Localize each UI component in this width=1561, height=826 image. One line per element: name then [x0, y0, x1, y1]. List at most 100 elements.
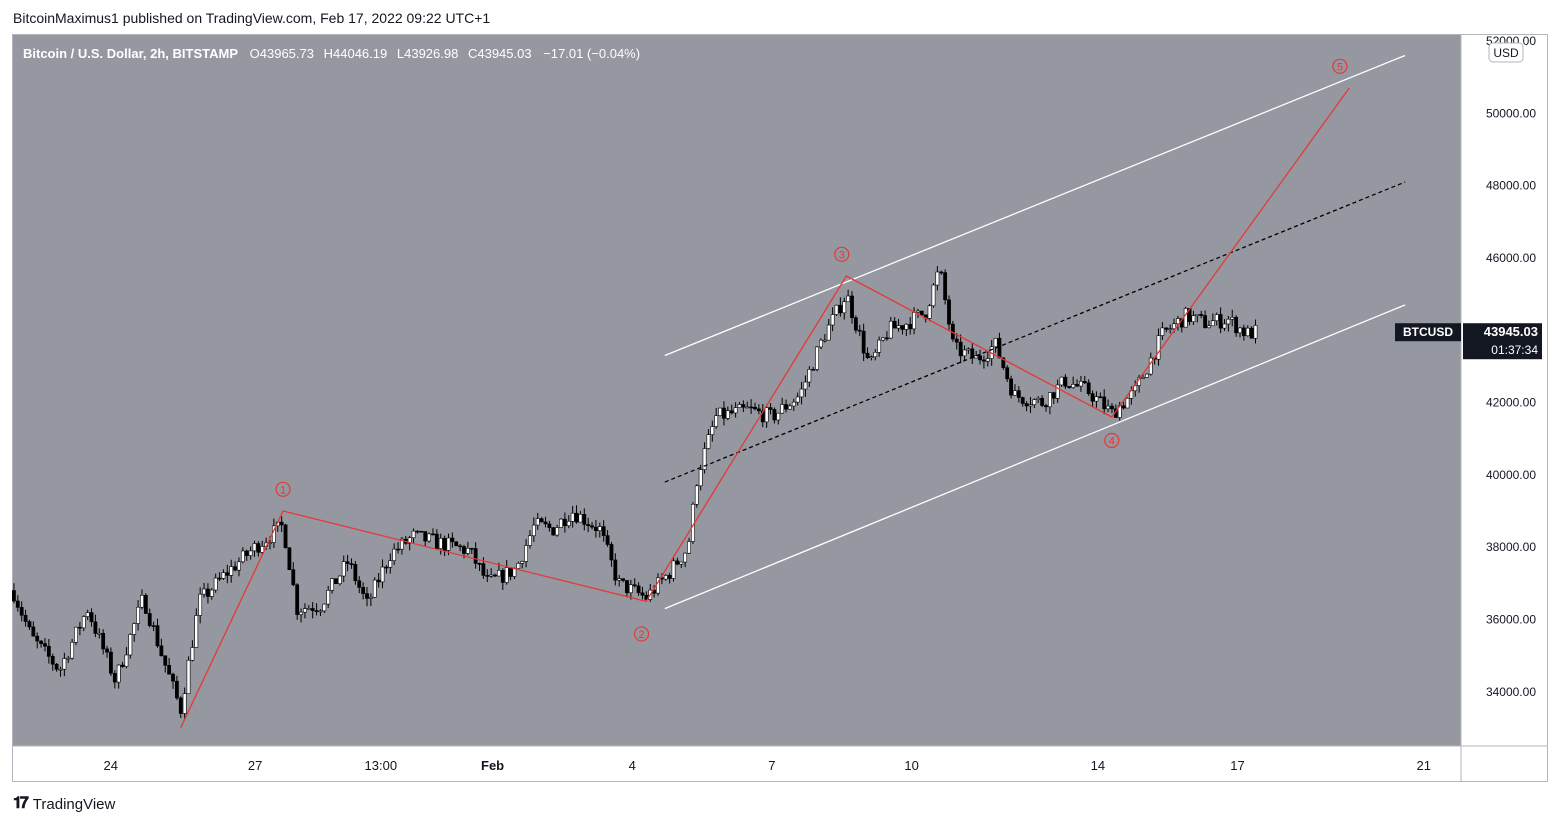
- candle-body: [23, 614, 28, 622]
- candle-body: [508, 567, 513, 577]
- candle-body: [163, 655, 168, 666]
- candle-body: [462, 546, 466, 554]
- candle-body: [710, 426, 715, 435]
- candle-body: [240, 550, 245, 563]
- candle-body: [202, 588, 206, 595]
- candle-body: [349, 563, 354, 565]
- candle-body: [566, 520, 571, 527]
- wave-label-text: 2: [638, 629, 644, 641]
- candle-body: [520, 561, 525, 564]
- candle-body: [1001, 357, 1006, 368]
- candle-body: [753, 406, 757, 410]
- candle-body: [1141, 377, 1145, 379]
- candle-body: [590, 525, 594, 528]
- candle-body: [613, 559, 618, 581]
- candle-body: [853, 317, 858, 331]
- plot-area[interactable]: [13, 35, 1461, 746]
- candle-body: [353, 564, 358, 582]
- candle-body: [213, 577, 218, 591]
- candle-body: [155, 625, 160, 647]
- tradingview-brand[interactable]: 𝟏𝟕 TradingView: [13, 795, 115, 813]
- candle-body: [1071, 384, 1076, 388]
- candle-body: [1079, 381, 1083, 387]
- wave-label-5: 5: [1332, 58, 1348, 74]
- candle-body: [318, 610, 323, 613]
- publish-info: BitcoinMaximus1 published on TradingView…: [13, 10, 491, 26]
- candle-body: [62, 658, 67, 670]
- candle-body: [233, 566, 237, 571]
- candle-body: [539, 518, 544, 523]
- candle-body: [434, 533, 439, 549]
- candle-body: [171, 673, 175, 682]
- candle-body: [776, 412, 781, 421]
- candle-body: [427, 533, 431, 542]
- candle-body: [958, 341, 963, 357]
- candle-body: [516, 563, 521, 569]
- candle-body: [838, 304, 843, 314]
- candle-body: [524, 545, 528, 562]
- candle-body: [1044, 405, 1048, 408]
- candle-body: [1075, 384, 1079, 387]
- candle-body: [283, 524, 288, 549]
- candle-body: [865, 352, 870, 359]
- price-badge: [1463, 323, 1542, 360]
- candle-body: [66, 657, 71, 660]
- candle-body: [221, 572, 226, 579]
- candle-body: [279, 521, 284, 526]
- candle-body: [888, 320, 893, 339]
- candle-body: [310, 608, 315, 611]
- candle-body: [1199, 314, 1204, 316]
- x-tick-label: 17: [1230, 758, 1244, 773]
- candle-body: [706, 434, 711, 449]
- candle-body: [1144, 373, 1149, 378]
- candle-body: [1156, 335, 1161, 360]
- candle-body: [947, 299, 951, 325]
- candle-body: [916, 310, 920, 313]
- candle-body: [143, 594, 148, 614]
- ohlc-open: 43965.73: [260, 46, 314, 61]
- candle-body: [927, 305, 932, 319]
- currency-badge-box: [1488, 42, 1524, 63]
- candle-body: [489, 574, 494, 577]
- candle-body: [1191, 315, 1196, 322]
- candle-body: [372, 579, 377, 598]
- candle-body: [764, 407, 769, 423]
- candle-body: [586, 524, 591, 527]
- x-tick-label: 27: [248, 758, 262, 773]
- candle-body: [396, 548, 400, 551]
- candle-body: [562, 518, 567, 527]
- wave-label-text: 1: [280, 484, 286, 496]
- candle-body: [756, 408, 761, 412]
- candle-body: [1098, 396, 1103, 399]
- candle-body: [1040, 398, 1045, 406]
- candle-body: [326, 590, 331, 605]
- candle-body: [268, 542, 272, 544]
- candle-body: [109, 651, 113, 674]
- wave-label-circle: [275, 481, 291, 497]
- candle-body: [1036, 398, 1041, 400]
- channel-upper-line: [664, 54, 1406, 357]
- candle-body: [718, 407, 722, 416]
- candle-body: [299, 611, 303, 615]
- candle-body: [811, 369, 816, 371]
- candle-body: [256, 543, 261, 553]
- candle-body: [81, 616, 86, 629]
- candle-body: [194, 615, 199, 648]
- candle-body: [481, 563, 486, 576]
- candle-body: [198, 593, 203, 616]
- candle-body: [931, 284, 936, 307]
- candle-body: [345, 561, 350, 564]
- last-price-tag: BTCUSD 43945.03 01:37:34: [1395, 323, 1542, 360]
- candle-body: [570, 512, 575, 522]
- candle-body: [772, 409, 777, 421]
- candle-body: [190, 647, 195, 661]
- candle-body: [636, 585, 641, 594]
- wave-label-3: 3: [834, 246, 850, 262]
- x-tick-label: 13:00: [365, 758, 398, 773]
- symbol-name: Bitcoin / U.S. Dollar, 2h, BITSTAMP: [23, 46, 238, 61]
- wave-label-circle: [633, 626, 650, 642]
- candle-body: [1047, 392, 1052, 408]
- candle-body: [446, 537, 451, 551]
- candle-body: [799, 388, 804, 398]
